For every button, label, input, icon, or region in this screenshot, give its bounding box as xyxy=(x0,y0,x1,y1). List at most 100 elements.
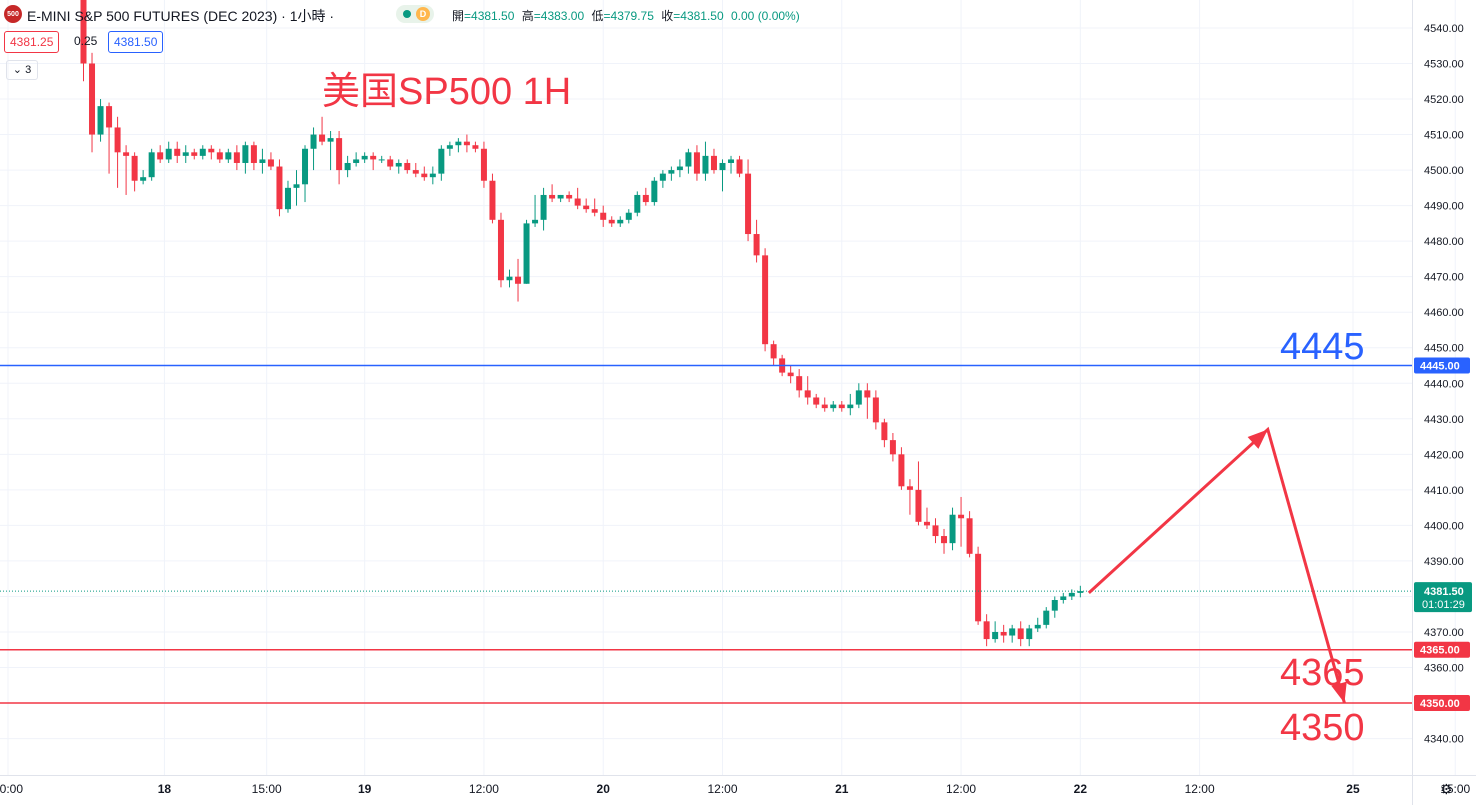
price-tick-label: 4540.00 xyxy=(1424,23,1464,35)
candle-body xyxy=(336,138,343,171)
time-axis[interactable]: 00:00 18 15:00 19 12:00 20 12:00 21 12:00 22 12:00… xyxy=(0,782,1476,796)
candle-body xyxy=(421,173,428,178)
candle xyxy=(97,99,104,142)
candle xyxy=(191,148,198,160)
gear-icon[interactable]: ⚙ xyxy=(1440,781,1453,797)
line-label-4445[interactable]: 4445 xyxy=(1280,326,1365,368)
line-label-4365[interactable]: 4365 xyxy=(1280,652,1365,694)
open-value: =4381.50 xyxy=(464,9,515,23)
candle-body xyxy=(131,155,138,181)
arrow-up-head-icon xyxy=(1247,429,1268,449)
candle xyxy=(915,461,922,526)
candle xyxy=(387,155,394,171)
price-tick-label: 4420.00 xyxy=(1424,449,1464,461)
price-tick-label: 4390.00 xyxy=(1424,556,1464,568)
line-label-4350[interactable]: 4350 xyxy=(1280,707,1365,749)
candle-body xyxy=(80,0,87,64)
chart-annotation-text[interactable]: 美国SP500 1H xyxy=(322,71,572,113)
candle-body xyxy=(523,223,530,284)
candle xyxy=(395,159,402,174)
time-tick-label: 15:00 xyxy=(1440,782,1470,796)
candle xyxy=(446,141,453,156)
indicator-count: 3 xyxy=(25,64,32,76)
candle-body xyxy=(753,234,760,256)
candle xyxy=(676,159,683,178)
candle-body xyxy=(395,162,402,167)
time-tick-label: 20 xyxy=(597,782,611,796)
candle-body xyxy=(1060,596,1067,600)
candle-body xyxy=(506,276,513,281)
candle-body xyxy=(157,152,164,160)
candle-body xyxy=(344,162,351,171)
candle xyxy=(489,173,496,224)
time-tick-label: 25 xyxy=(1346,782,1360,796)
candle-body xyxy=(855,390,862,405)
candle-body xyxy=(387,159,394,167)
price-axis[interactable]: 4340.004350.004360.004370.004380.004390.… xyxy=(1414,23,1472,746)
candle xyxy=(753,219,760,263)
high-value: =4383.00 xyxy=(533,9,585,23)
close-value: =4381.50 xyxy=(673,9,724,23)
candle-body xyxy=(378,159,385,161)
candle-body xyxy=(881,422,888,441)
candle-body xyxy=(123,152,130,156)
candle-body xyxy=(412,170,419,174)
price-tick-label: 4500.00 xyxy=(1424,165,1464,177)
candle-body xyxy=(370,155,377,160)
price-line-marker-label: 4445.00 xyxy=(1420,361,1460,373)
candle xyxy=(549,184,556,203)
projection-arrows[interactable] xyxy=(1087,426,1347,704)
candle xyxy=(881,418,888,448)
candle-body xyxy=(97,106,104,135)
candle xyxy=(642,187,649,206)
candle xyxy=(975,546,982,625)
candle xyxy=(455,138,462,153)
candle-body xyxy=(463,141,470,146)
candle-body xyxy=(557,194,564,199)
candle xyxy=(659,170,666,188)
candle xyxy=(949,507,956,551)
candle-body xyxy=(702,155,709,174)
candle-body xyxy=(608,219,615,224)
price-tick-label: 4480.00 xyxy=(1424,236,1464,248)
sell-price-button[interactable]: 4381.25 xyxy=(4,31,60,53)
time-tick-label: 12:00 xyxy=(1185,782,1215,796)
candle xyxy=(378,155,385,163)
price-tick-label: 4520.00 xyxy=(1424,94,1464,106)
candle-body xyxy=(693,152,700,174)
horizontal-lines[interactable] xyxy=(0,364,1412,704)
candle xyxy=(267,152,274,171)
price-tick-label: 4400.00 xyxy=(1424,520,1464,532)
candle-body xyxy=(923,521,930,526)
candle-body xyxy=(276,166,283,210)
market-open-dot-icon xyxy=(403,10,411,18)
candle-body xyxy=(497,219,504,281)
symbol-title[interactable]: E-MINI S&P 500 FUTURES (DEC 2023) · 1小時 … xyxy=(27,8,335,24)
candle-body xyxy=(549,194,556,199)
candle xyxy=(412,162,419,178)
candle-body xyxy=(574,198,581,206)
candle xyxy=(123,145,130,195)
time-tick-label: 15:00 xyxy=(252,782,282,796)
candle-body xyxy=(216,152,223,160)
candle-body xyxy=(429,173,436,178)
candle-body xyxy=(659,173,666,181)
symbol-logo[interactable]: 500 xyxy=(4,5,22,23)
candle-body xyxy=(1043,610,1050,625)
candle xyxy=(157,145,164,163)
candle xyxy=(1043,607,1050,629)
buy-price-button[interactable]: 4381.50 xyxy=(108,31,164,53)
candle-body xyxy=(148,152,155,178)
candle xyxy=(932,518,939,544)
candle-body xyxy=(651,180,658,203)
indicators-toggle-button[interactable]: ⌄ 3 xyxy=(6,60,38,80)
candle xyxy=(438,145,445,181)
market-status[interactable]: D xyxy=(396,5,434,23)
candle xyxy=(608,216,615,227)
candle xyxy=(344,155,351,178)
candle-body xyxy=(941,536,948,544)
candle xyxy=(889,433,896,462)
